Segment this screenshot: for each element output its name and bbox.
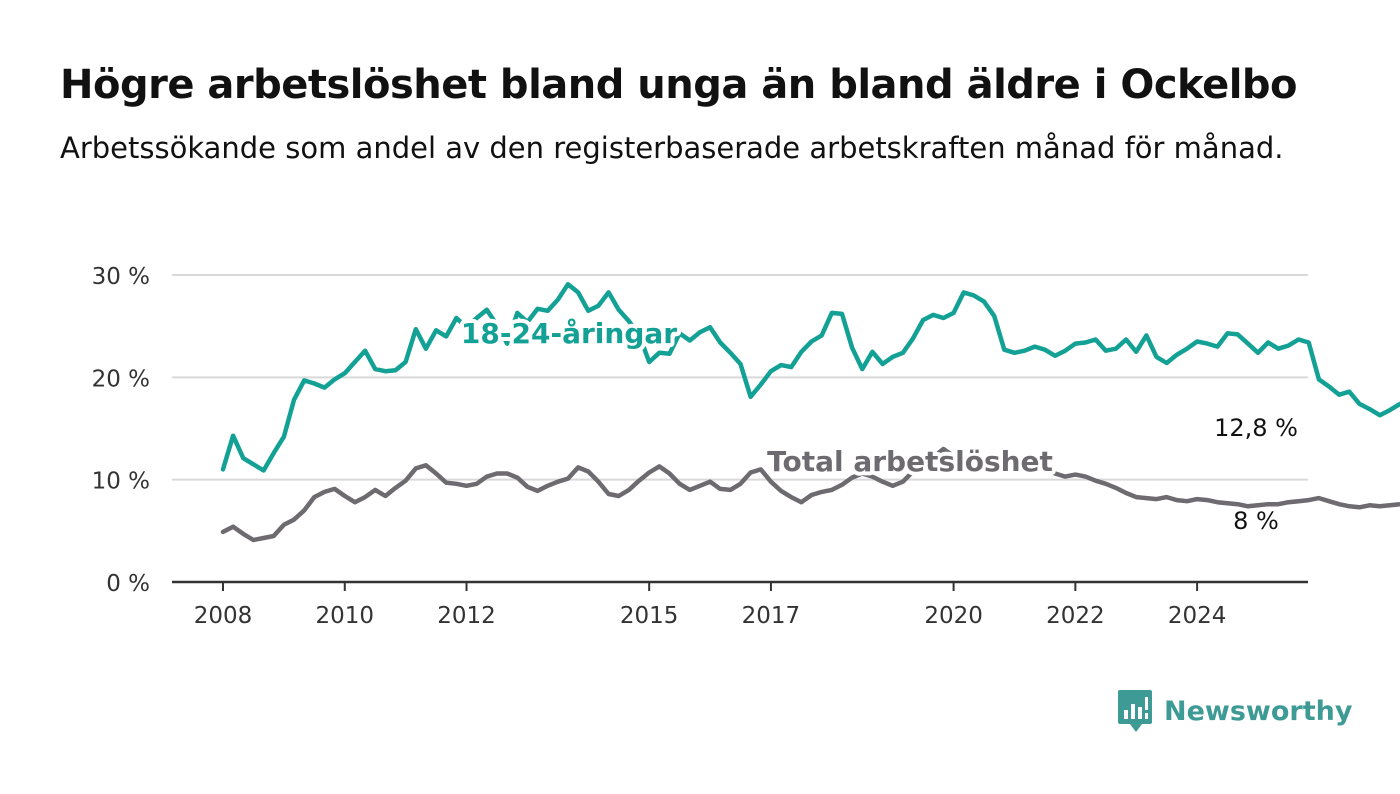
chart-title: Högre arbetslöshet bland unga än bland ä… <box>60 62 1298 108</box>
x-tick-label: 2024 <box>1168 603 1227 629</box>
series-label-total: Total arbetslöshet <box>767 445 1053 478</box>
end-value-label-total: 8 % <box>1233 507 1279 535</box>
end-value-label-youth: 12,8 % <box>1214 414 1298 442</box>
x-tick-label: 2017 <box>742 603 801 629</box>
x-tick-label: 2015 <box>620 603 679 629</box>
series-line-total <box>220 446 1400 543</box>
y-tick-label: 0 % <box>106 571 150 597</box>
x-tick-label: 2008 <box>194 603 253 629</box>
series-label-youth: 18-24-åringar <box>461 317 677 350</box>
x-tick-label: 2020 <box>924 603 983 629</box>
y-tick-label: 20 % <box>92 366 150 392</box>
x-tick-label: 2022 <box>1046 603 1105 629</box>
grid-lines <box>172 274 1308 481</box>
y-tick-label: 10 % <box>92 469 150 495</box>
x-tick-label: 2012 <box>437 603 496 629</box>
series-lines <box>220 281 1400 543</box>
series-line-youth <box>220 281 1400 473</box>
brand-logo: Newsworthy <box>1116 688 1352 734</box>
series-labels: 18-24-åringar Total arbetslöshet 12,8 % 8 % <box>457 313 1301 538</box>
newsworthy-logo-icon <box>1118 690 1152 732</box>
x-tick-label: 2010 <box>315 603 374 629</box>
chart-subtitle: Arbetssökande som andel av den registerb… <box>60 131 1284 165</box>
axes: 0 % 10 % 20 % 30 % 2008 2010 2012 2015 2017 2020 2… <box>92 264 1308 629</box>
brand-name: Newsworthy <box>1164 695 1353 727</box>
y-tick-label: 30 % <box>92 264 150 290</box>
